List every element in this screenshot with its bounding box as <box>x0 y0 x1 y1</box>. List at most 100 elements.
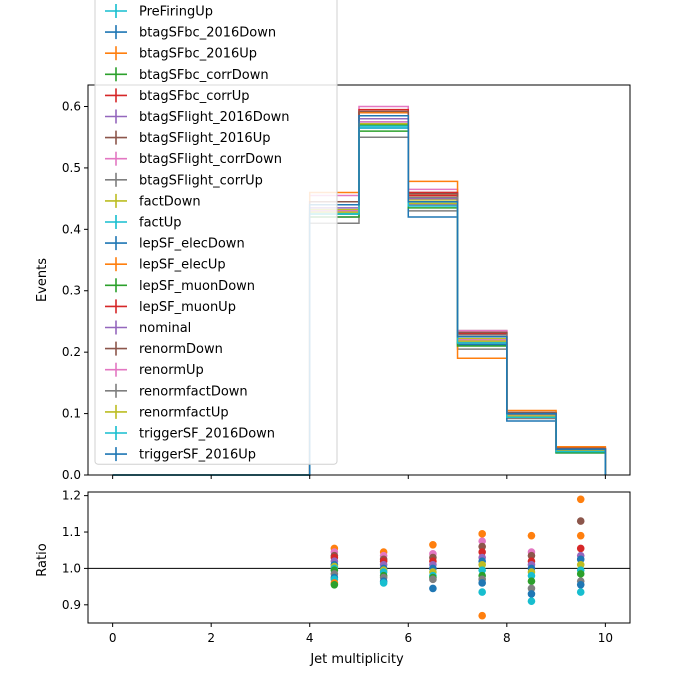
main-y-tick-label: 0.1 <box>62 407 81 421</box>
x-axis-label: Jet multiplicity <box>309 652 404 667</box>
ratio-point <box>576 560 585 569</box>
legend-label: PreFiringUp <box>139 5 213 20</box>
ratio-x-tick-label: 2 <box>207 631 215 645</box>
ratio-point <box>429 575 437 584</box>
ratio-y-tick-label: 0.9 <box>62 598 81 612</box>
ratio-point <box>478 537 486 545</box>
legend-label: btagSFbc_corrDown <box>139 68 269 83</box>
legend-entry: btagSFbc_corrDown <box>105 67 269 83</box>
ratio-point <box>429 584 437 593</box>
legend-label: triggerSF_2016Up <box>139 448 256 463</box>
ratio-point <box>576 570 585 578</box>
legend-label: btagSFlight_2016Up <box>139 131 270 146</box>
legend-entry: renormfactUp <box>105 404 229 420</box>
legend-entry: lepSF_muonDown <box>105 278 255 294</box>
ratio-y-axis-label: Ratio <box>35 543 50 576</box>
ratio-point <box>576 580 585 589</box>
ratio-point <box>527 531 536 540</box>
legend-label: btagSFlight_corrDown <box>139 152 282 167</box>
legend-entry: btagSFbc_corrUp <box>105 88 250 104</box>
ratio-y-tick-label: 1.0 <box>62 561 81 575</box>
main-y-tick-label: 0.2 <box>62 345 81 359</box>
ratio-point <box>478 548 486 556</box>
ratio-point <box>478 579 486 587</box>
legend-label: renormfactDown <box>139 384 248 399</box>
main-y-axis-label: Events <box>35 258 50 302</box>
legend-entry: PreFiringUp <box>105 4 213 20</box>
ratio-point <box>576 588 585 596</box>
legend-entry: lepSF_muonUp <box>105 299 236 315</box>
legend-entry: factDown <box>105 193 201 209</box>
legend-label: nominal <box>139 321 191 336</box>
legend-label: lepSF_elecUp <box>139 258 226 273</box>
legend-entry: btagSFlight_2016Down <box>105 109 290 125</box>
legend-entry: triggerSF_2016Up <box>105 447 256 463</box>
legend-label: lepSF_elecDown <box>139 237 245 252</box>
legend-label: factDown <box>139 194 201 209</box>
legend: PreFiringUp btagSFbc_2016Down btagSFbc_201… <box>94 0 338 465</box>
ratio-point <box>527 571 536 580</box>
legend-entry: lepSF_elecDown <box>105 236 245 252</box>
legend-box <box>94 0 338 465</box>
ratio-point <box>527 577 536 585</box>
ratio-point <box>478 542 486 551</box>
ratio-x-tick-label: 4 <box>306 631 314 645</box>
ratio-point <box>576 544 585 553</box>
ratio-point <box>576 531 585 540</box>
main-y-tick-label: 0.5 <box>62 161 81 175</box>
main-y-tick-label: 0.6 <box>62 99 81 113</box>
legend-entry: renormDown <box>105 341 223 357</box>
ratio-point <box>527 590 536 598</box>
main-y-tick-label: 0.4 <box>62 222 81 236</box>
legend-label: lepSF_muonDown <box>139 279 255 294</box>
ratio-x-tick-label: 10 <box>598 631 613 645</box>
legend-entry: btagSFbc_2016Down <box>105 25 276 41</box>
legend-entry: btagSFlight_2016Up <box>105 130 270 146</box>
legend-entry: renormfactDown <box>105 383 248 399</box>
legend-label: triggerSF_2016Down <box>139 427 275 442</box>
legend-entry: lepSF_elecUp <box>105 257 226 273</box>
legend-label: lepSF_muonUp <box>139 300 236 315</box>
ratio-point <box>576 495 585 504</box>
ratio-point <box>576 517 585 525</box>
ratio-point <box>478 560 486 569</box>
ratio-plot-panel: 0.9 1.0 1.1 1.2 0 2 4 6 8 10 <box>62 489 631 645</box>
ratio-point <box>527 597 536 605</box>
ratio-point <box>478 611 486 620</box>
ratio-y-tick-label: 1.1 <box>62 525 81 539</box>
legend-label: btagSFbc_2016Up <box>139 47 257 62</box>
ratio-point <box>527 584 536 593</box>
main-y-tick-label: 0.0 <box>62 468 81 482</box>
legend-label: factUp <box>139 216 182 231</box>
ratio-x-tick-label: 0 <box>109 631 117 645</box>
legend-label: renormUp <box>139 363 204 378</box>
ratio-plot-frame <box>87 491 631 624</box>
ratio-point <box>478 530 486 538</box>
ratio-x-tick-label: 8 <box>503 631 511 645</box>
ratio-point <box>379 579 388 587</box>
ratio-point <box>330 580 339 589</box>
ratio-point <box>478 588 486 596</box>
legend-entry: triggerSF_2016Down <box>105 426 275 442</box>
legend-label: btagSFlight_corrUp <box>139 173 263 188</box>
legend-entry: nominal <box>105 320 191 336</box>
legend-entry: factUp <box>105 215 182 231</box>
ratio-x-tick-label: 6 <box>404 631 412 645</box>
main-y-tick-label: 0.3 <box>62 284 81 298</box>
ratio-point <box>429 540 437 549</box>
ratio-point <box>478 566 486 575</box>
legend-label: btagSFbc_2016Down <box>139 26 276 41</box>
ratio-point <box>527 551 536 560</box>
legend-label: renormfactUp <box>139 405 229 420</box>
legend-entry: btagSFlight_corrDown <box>105 151 282 167</box>
legend-entry: btagSFbc_2016Up <box>105 46 257 62</box>
legend-label: btagSFbc_corrUp <box>139 89 250 104</box>
legend-label: renormDown <box>139 342 223 357</box>
legend-entry: renormUp <box>105 362 204 378</box>
ratio-y-tick-label: 1.2 <box>62 489 81 503</box>
main-plot-frame <box>87 84 631 476</box>
legend-label: btagSFlight_2016Down <box>139 110 290 125</box>
ratio-point <box>576 555 585 564</box>
legend-entry: btagSFlight_corrUp <box>105 172 263 188</box>
